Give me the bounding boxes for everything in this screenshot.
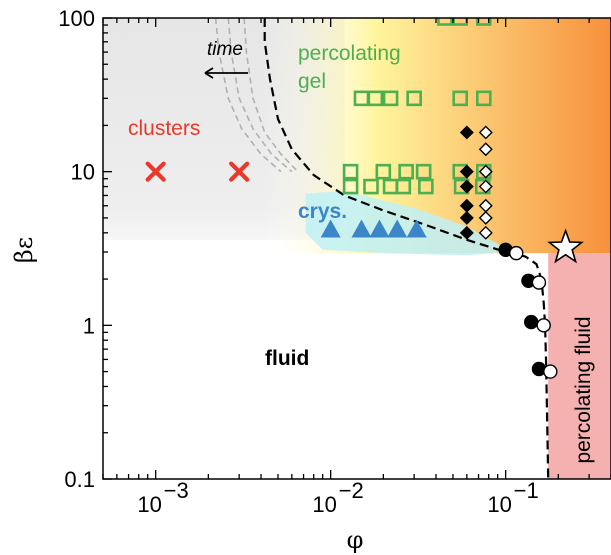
marker-triangle-1 <box>351 219 372 238</box>
marker-triangle-2 <box>369 219 390 238</box>
percolating-fluid-region <box>548 253 611 479</box>
region-label-fluid: fluid <box>265 347 309 370</box>
marker-circle-open-0 <box>509 245 524 261</box>
marker-square-6 <box>353 90 370 107</box>
region-label-gel: gel <box>298 70 326 93</box>
marker-square-15 <box>342 178 359 195</box>
marker-square-9 <box>342 163 359 180</box>
time-curves <box>214 18 299 173</box>
marker-diamond-filled-0 <box>459 125 474 140</box>
marker-circle-open-2 <box>536 318 551 333</box>
marker-square-1 <box>475 18 492 26</box>
marker-diamond-filled-2 <box>459 179 474 194</box>
marker-square-7 <box>452 90 469 107</box>
marker-square-16 <box>363 178 379 195</box>
y-tick-label-3: 100 <box>58 6 95 31</box>
marker-triangle-3 <box>387 219 408 238</box>
marker-diamond-open-2 <box>478 164 493 179</box>
marker-square-18 <box>395 178 412 195</box>
y-tick-label-2: 10 <box>71 160 95 185</box>
x-tick-exp-0: −3 <box>164 478 189 503</box>
y-axis-label: βε <box>10 237 38 263</box>
marker-cross-0 <box>145 161 166 182</box>
marker-diamond-filled-5 <box>459 225 474 240</box>
marker-diamond-open-3 <box>478 179 493 194</box>
marker-diamond-open-5 <box>478 210 493 225</box>
marker-diamond-open-0 <box>478 125 493 140</box>
marker-square-4 <box>382 90 399 107</box>
marker-square-11 <box>398 163 414 180</box>
marker-diamond-open-1 <box>478 142 493 157</box>
y-tick-label-0: 0.1 <box>64 467 95 492</box>
crystal-region <box>305 190 506 256</box>
marker-diamond-filled-1 <box>459 164 474 179</box>
x-axis-label: φ <box>347 526 364 554</box>
phase-boundary <box>263 18 550 479</box>
marker-star-0 <box>547 228 584 264</box>
time-annotation: time <box>207 39 243 60</box>
marker-diamond-open-6 <box>478 225 493 240</box>
marker-triangle-0 <box>320 219 341 238</box>
x-tick-label-1: 10 <box>312 492 336 517</box>
x-tick-label-2: 10 <box>487 492 511 517</box>
marker-cross-1 <box>229 161 250 182</box>
time-curve-2 <box>214 18 282 173</box>
marker-circle-open-3 <box>543 364 558 379</box>
plot-frame <box>102 17 611 480</box>
data-markers <box>145 18 584 379</box>
marker-square-10 <box>375 163 392 180</box>
axis-ticks <box>102 17 611 480</box>
time-curve-1 <box>227 18 293 173</box>
marker-square-12 <box>415 163 432 180</box>
y-tick-label-1: 1 <box>83 313 95 338</box>
region-label-percolating: percolating <box>298 42 401 65</box>
marker-square-3 <box>406 90 422 107</box>
x-tick-exp-2: −1 <box>514 478 539 503</box>
x-tick-exp-1: −2 <box>339 478 364 503</box>
marker-circle-filled-2 <box>524 314 539 330</box>
marker-square-0 <box>452 18 469 26</box>
region-label-clusters: clusters <box>128 117 200 140</box>
region-label-crystal: crys. <box>298 200 347 223</box>
x-tick-label-0: 10 <box>137 492 161 517</box>
marker-diamond-filled-4 <box>459 210 474 225</box>
marker-circle-open-1 <box>531 275 547 290</box>
marker-square-19 <box>418 178 434 195</box>
time-arrow <box>204 67 248 79</box>
marker-triangle-4 <box>406 219 427 238</box>
marker-square-8 <box>475 90 492 107</box>
marker-square-2 <box>437 18 453 26</box>
region-label-percolating-fluid: percolating fluid <box>572 316 595 463</box>
